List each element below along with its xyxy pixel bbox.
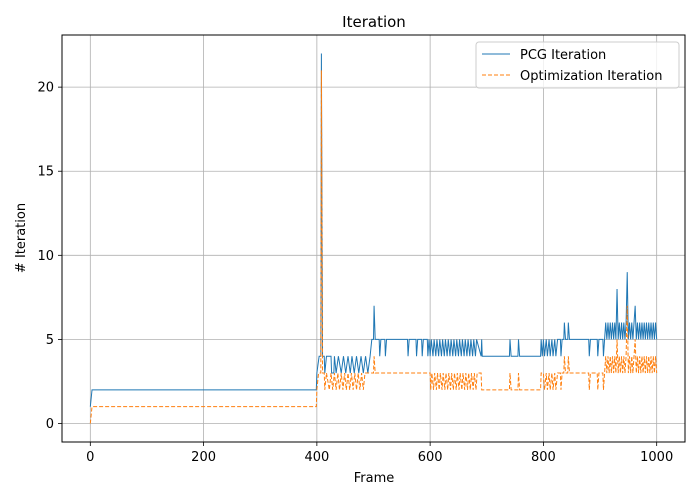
y-tick-label: 15 [37, 165, 54, 180]
y-axis-title: # Iteration [14, 203, 29, 273]
x-tick-label: 0 [86, 450, 94, 465]
series-layer [89, 53, 658, 424]
x-tick-label: 400 [304, 450, 329, 465]
legend-box [475, 41, 680, 89]
legend: PCG Iteration Optimization Iteration [475, 41, 680, 89]
x-tick-label: 600 [418, 450, 443, 465]
legend-label-optimization: Optimization Iteration [520, 69, 662, 84]
chart-title: Iteration [342, 13, 406, 31]
y-tick-label: 5 [46, 333, 54, 348]
y-tick-label: 20 [37, 81, 54, 96]
plot-frame [61, 34, 686, 443]
x-axis-title: Frame [354, 471, 395, 486]
x-tick-label: 1000 [640, 450, 673, 465]
series-line-optimization [89, 70, 658, 424]
legend-label-pcg: PCG Iteration [520, 48, 606, 63]
y-tick-label: 0 [46, 417, 54, 432]
x-tick-label: 200 [191, 450, 216, 465]
y-tick-label: 10 [37, 249, 54, 264]
axis-ticks: 0 200 400 600 800 1000 0 5 10 15 20 [37, 81, 673, 465]
x-tick-label: 800 [531, 450, 556, 465]
